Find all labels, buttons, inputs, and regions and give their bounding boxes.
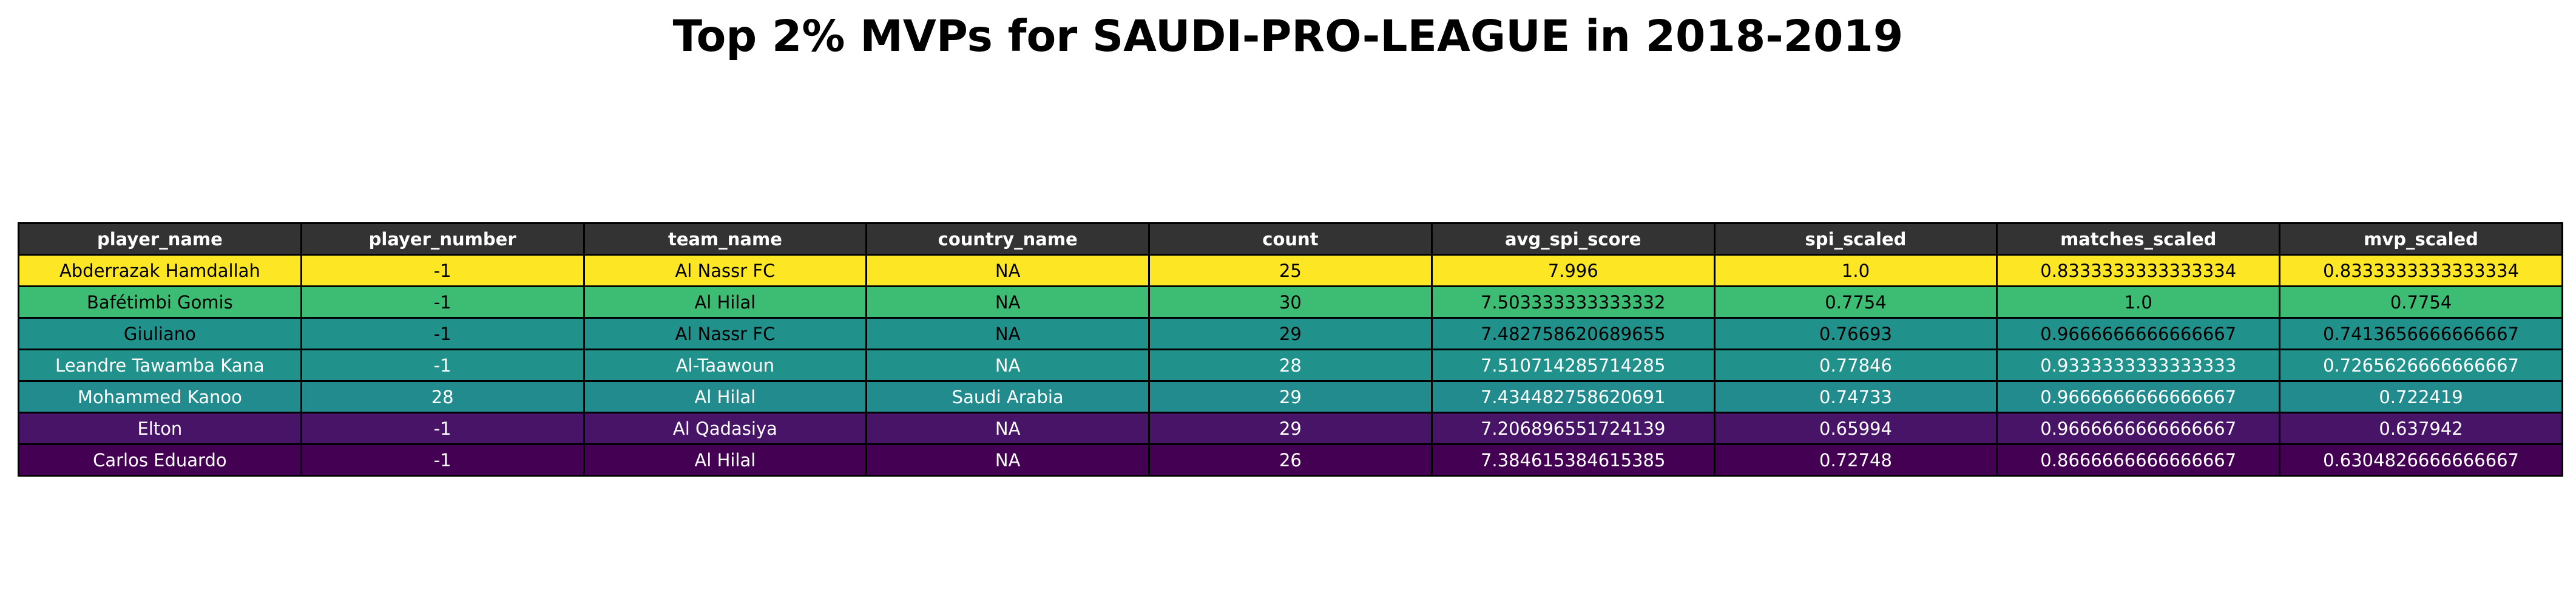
table-row: Abderrazak Hamdallah -1 Al Nassr FC NA 25 7.9…	[18, 254, 2563, 287]
table-cell-spi-scaled: 0.65994	[1713, 412, 1998, 445]
table-cell-count: 28	[1148, 349, 1433, 382]
table-cell-mvp-scaled: 0.637942	[2279, 412, 2563, 445]
table-cell-mvp-scaled: 0.7413656666666667	[2279, 317, 2563, 350]
table-cell-matches-scaled: 0.9666666666666667	[1996, 317, 2281, 350]
table-cell-player-name: Leandre Tawamba Kana	[18, 349, 302, 382]
table-row: Mohammed Kanoo 28 Al Hilal Saudi Arabia 29 7.…	[18, 380, 2563, 413]
mvp-table: player_name player_number team_name coun…	[18, 222, 2563, 477]
table-cell-player-number: -1	[300, 443, 585, 477]
table-cell-avg-spi-score: 7.503333333333332	[1430, 285, 1716, 319]
table-cell-team-name: Al Hilal	[583, 380, 868, 413]
table-cell-avg-spi-score: 7.482758620689655	[1430, 317, 1716, 350]
table-row: Giuliano -1 Al Nassr FC NA 29 7.4827586206896…	[18, 317, 2563, 350]
table-cell-player-number: -1	[300, 412, 585, 445]
table-cell-mvp-scaled: 0.7754	[2279, 285, 2563, 319]
table-cell-avg-spi-score: 7.434482758620691	[1430, 380, 1716, 413]
column-header-spi-scaled: spi_scaled	[1713, 222, 1998, 256]
column-header-count: count	[1148, 222, 1433, 256]
table-cell-matches-scaled: 1.0	[1996, 285, 2281, 319]
table-cell-count: 29	[1148, 412, 1433, 445]
column-header-team-name: team_name	[583, 222, 868, 256]
table-row: Carlos Eduardo -1 Al Hilal NA 26 7.3846153846…	[18, 443, 2563, 477]
table-cell-matches-scaled: 0.8666666666666667	[1996, 443, 2281, 477]
chart-title: Top 2% MVPs for SAUDI-PRO-LEAGUE in 2018…	[672, 11, 1904, 61]
table-cell-country-name: NA	[865, 443, 1151, 477]
table-cell-country-name: Saudi Arabia	[865, 380, 1151, 413]
table-cell-player-name: Carlos Eduardo	[18, 443, 302, 477]
table-cell-avg-spi-score: 7.384615384615385	[1430, 443, 1716, 477]
table-row: Elton -1 Al Qadasiya NA 29 7.206896551724139 0…	[18, 412, 2563, 445]
table-cell-count: 29	[1148, 317, 1433, 350]
table-cell-matches-scaled: 0.9666666666666667	[1996, 380, 2281, 413]
table-cell-spi-scaled: 0.72748	[1713, 443, 1998, 477]
table-cell-count: 30	[1148, 285, 1433, 319]
table-cell-mvp-scaled: 0.722419	[2279, 380, 2563, 413]
table-cell-player-number: -1	[300, 349, 585, 382]
table-cell-player-name: Elton	[18, 412, 302, 445]
table-cell-count: 26	[1148, 443, 1433, 477]
table-cell-spi-scaled: 0.76693	[1713, 317, 1998, 350]
column-header-avg-spi-score: avg_spi_score	[1430, 222, 1716, 256]
table-cell-spi-scaled: 0.77846	[1713, 349, 1998, 382]
table-cell-avg-spi-score: 7.206896551724139	[1430, 412, 1716, 445]
table-row: Bafétimbi Gomis -1 Al Hilal NA 30 7.503333333…	[18, 285, 2563, 319]
table-cell-country-name: NA	[865, 412, 1151, 445]
table-cell-player-name: Mohammed Kanoo	[18, 380, 302, 413]
table-cell-spi-scaled: 0.74733	[1713, 380, 1998, 413]
table-row: Leandre Tawamba Kana -1 Al-Taawoun NA 28 7.51…	[18, 349, 2563, 382]
table-cell-player-number: -1	[300, 254, 585, 287]
table-cell-matches-scaled: 0.9666666666666667	[1996, 412, 2281, 445]
table-cell-team-name: Al Hilal	[583, 285, 868, 319]
table-body: Abderrazak Hamdallah -1 Al Nassr FC NA 25 7.9…	[18, 254, 2563, 477]
header-row: player_name player_number team_name coun…	[18, 222, 2563, 256]
table-cell-country-name: NA	[865, 285, 1151, 319]
table-cell-team-name: Al Nassr FC	[583, 254, 868, 287]
table-cell-team-name: Al Hilal	[583, 443, 868, 477]
table-cell-avg-spi-score: 7.996	[1430, 254, 1716, 287]
table-cell-player-number: -1	[300, 317, 585, 350]
table-cell-mvp-scaled: 0.8333333333333334	[2279, 254, 2563, 287]
table-cell-country-name: NA	[865, 317, 1151, 350]
table-cell-avg-spi-score: 7.510714285714285	[1430, 349, 1716, 382]
table-cell-count: 29	[1148, 380, 1433, 413]
table-cell-spi-scaled: 0.7754	[1713, 285, 1998, 319]
table-cell-country-name: NA	[865, 349, 1151, 382]
table-cell-mvp-scaled: 0.7265626666666667	[2279, 349, 2563, 382]
column-header-player-name: player_name	[18, 222, 302, 256]
table-cell-player-name: Bafétimbi Gomis	[18, 285, 302, 319]
table-cell-spi-scaled: 1.0	[1713, 254, 1998, 287]
table-cell-team-name: Al Nassr FC	[583, 317, 868, 350]
column-header-player-number: player_number	[300, 222, 585, 256]
table-cell-country-name: NA	[865, 254, 1151, 287]
column-header-country-name: country_name	[865, 222, 1151, 256]
table-cell-player-name: Giuliano	[18, 317, 302, 350]
table-cell-mvp-scaled: 0.6304826666666667	[2279, 443, 2563, 477]
column-header-mvp-scaled: mvp_scaled	[2279, 222, 2563, 256]
column-header-matches-scaled: matches_scaled	[1996, 222, 2281, 256]
table-cell-matches-scaled: 0.9333333333333333	[1996, 349, 2281, 382]
table-cell-player-name: Abderrazak Hamdallah	[18, 254, 302, 287]
table-cell-matches-scaled: 0.8333333333333334	[1996, 254, 2281, 287]
table-cell-player-number: -1	[300, 285, 585, 319]
table-cell-team-name: Al-Taawoun	[583, 349, 868, 382]
table-cell-count: 25	[1148, 254, 1433, 287]
table-cell-player-number: 28	[300, 380, 585, 413]
table-cell-team-name: Al Qadasiya	[583, 412, 868, 445]
